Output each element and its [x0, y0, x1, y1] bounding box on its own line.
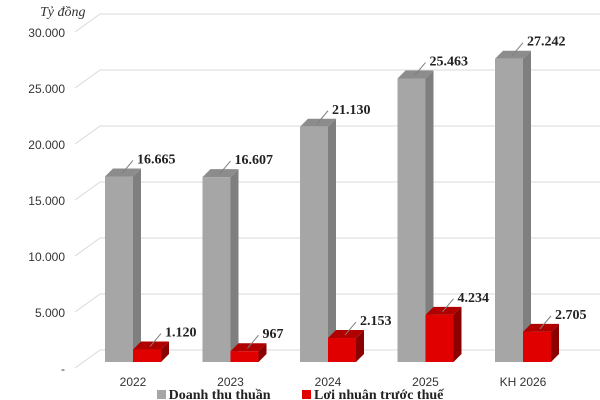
y-tick-label: 15.000: [28, 194, 65, 208]
x-tick-label: KH 2026: [500, 375, 547, 389]
bar-revenue: [397, 78, 426, 362]
legend: Doanh thu thuần Lợi nhuận trước thuế: [0, 388, 600, 400]
bar-revenue: [300, 126, 328, 362]
leader-line: [219, 160, 231, 175]
bar-revenue: [105, 176, 133, 362]
leader-line: [149, 333, 162, 347]
legend-item-profit: Lợi nhuận trước thuế: [302, 388, 443, 400]
leader-line: [247, 334, 259, 349]
data-label: 967: [263, 327, 284, 342]
data-label: 16.665: [137, 152, 176, 167]
leader-line: [539, 315, 552, 330]
leader-line: [316, 110, 329, 125]
y-tick-label: 30.000: [28, 26, 65, 40]
legend-label: Doanh thu thuần: [168, 388, 271, 400]
bar-side: [523, 50, 531, 362]
legend-item-revenue: Doanh thu thuần: [156, 388, 271, 400]
data-label: 4.234: [458, 291, 490, 306]
bar-profit: [328, 338, 356, 362]
leader-line: [121, 160, 134, 174]
data-label: 1.120: [165, 326, 197, 341]
y-tick-label: 25.000: [28, 82, 65, 96]
gridline: [74, 13, 600, 33]
bar-side: [453, 306, 462, 362]
y-tick-label: 20.000: [28, 138, 65, 152]
leader-line: [414, 62, 426, 76]
x-tick-label: 2024: [315, 375, 342, 389]
gridline: [74, 69, 600, 89]
legend-swatch-red: [302, 390, 312, 399]
x-tick-label: 2022: [120, 375, 147, 389]
bar-profit: [425, 314, 454, 362]
data-label: 21.130: [332, 103, 371, 118]
x-tick-label: 2025: [412, 375, 439, 389]
bar-revenue: [202, 177, 231, 362]
bar-side: [356, 330, 364, 362]
data-label: 2.705: [555, 308, 587, 323]
bar-side: [161, 341, 169, 362]
bar-revenue: [495, 58, 523, 362]
bar-side: [133, 168, 141, 362]
bar-side: [230, 169, 239, 362]
bar-side: [551, 323, 559, 362]
bar-side: [328, 118, 336, 362]
y-tick-label: -: [61, 362, 65, 376]
bar-side: [258, 343, 267, 362]
legend-swatch-gray: [156, 390, 166, 399]
bar-profit: [133, 349, 161, 362]
leader-line: [442, 298, 454, 313]
data-label: 16.607: [235, 153, 274, 168]
data-label: 2.153: [360, 314, 392, 329]
y-tick-label: 10.000: [28, 250, 65, 264]
y-axis-unit: Tỷ đồng: [40, 5, 86, 20]
y-tick-label: 5.000: [35, 306, 65, 320]
data-label: 25.463: [430, 55, 469, 70]
leader-line: [511, 42, 524, 57]
bar-profit: [523, 331, 551, 362]
bar-side: [425, 70, 434, 362]
bar-profit: [230, 351, 259, 362]
x-tick-label: 2023: [217, 375, 244, 389]
data-label: 27.242: [527, 35, 566, 50]
legend-label: Lợi nhuận trước thuế: [314, 388, 444, 400]
leader-line: [344, 321, 357, 336]
